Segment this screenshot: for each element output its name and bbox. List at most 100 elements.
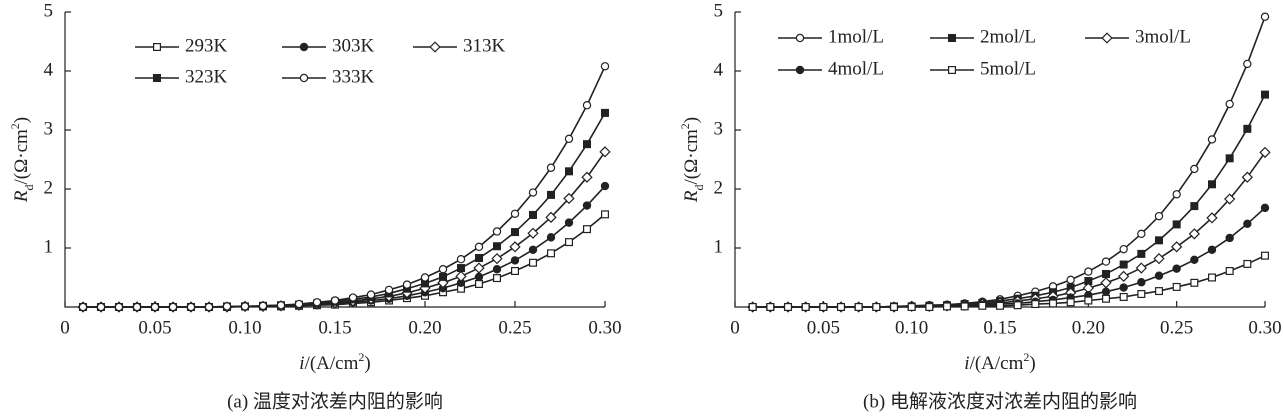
marker bbox=[1243, 219, 1252, 229]
marker bbox=[473, 262, 485, 274]
marker bbox=[96, 302, 106, 312]
marker bbox=[1172, 190, 1181, 199]
marker bbox=[1137, 229, 1146, 239]
y-axis-label-part: d bbox=[22, 184, 36, 190]
marker bbox=[1066, 298, 1075, 307]
y-axis-label-part: ) bbox=[11, 117, 32, 123]
series-line bbox=[752, 94, 1266, 308]
marker bbox=[1224, 193, 1236, 205]
marker bbox=[582, 140, 591, 149]
marker bbox=[889, 303, 898, 312]
marker bbox=[942, 302, 951, 311]
marker bbox=[600, 62, 610, 71]
marker bbox=[1225, 267, 1234, 276]
marker bbox=[1207, 245, 1217, 254]
marker bbox=[204, 302, 214, 312]
marker bbox=[528, 188, 538, 197]
caption: (a) 温度对浓差内阻的影响 bbox=[227, 390, 443, 412]
marker bbox=[312, 298, 322, 307]
marker bbox=[546, 163, 556, 172]
x-tick-label: 0.10 bbox=[895, 317, 928, 338]
y-tick-label: 4 bbox=[44, 59, 54, 80]
marker bbox=[1225, 154, 1234, 163]
marker bbox=[564, 134, 574, 144]
marker bbox=[511, 228, 520, 237]
y-tick-label: 5 bbox=[714, 0, 724, 21]
marker bbox=[474, 272, 484, 282]
legend-item: 303K bbox=[282, 35, 375, 56]
x-tick-label: 0 bbox=[60, 317, 70, 338]
marker bbox=[766, 303, 775, 312]
marker bbox=[925, 303, 934, 312]
marker bbox=[1207, 180, 1216, 189]
marker bbox=[581, 171, 593, 183]
marker bbox=[1190, 202, 1199, 211]
marker bbox=[475, 279, 484, 288]
x-tick-label: 0.30 bbox=[588, 317, 621, 338]
marker bbox=[1084, 267, 1093, 276]
x-tick-label: 0.25 bbox=[1160, 317, 1193, 338]
marker bbox=[600, 181, 610, 191]
marker bbox=[1260, 203, 1270, 213]
y-axis-label-part: ) bbox=[681, 117, 702, 123]
y-tick-label: 1 bbox=[714, 236, 724, 257]
marker bbox=[1154, 236, 1163, 245]
marker bbox=[240, 302, 250, 311]
marker bbox=[1101, 269, 1110, 278]
x-tick-label: 0.20 bbox=[408, 317, 441, 338]
marker bbox=[1101, 294, 1110, 303]
marker bbox=[1048, 299, 1057, 308]
legend-label: 2mol/L bbox=[980, 26, 1036, 47]
y-axis-label-part: d bbox=[692, 184, 706, 190]
x-tick-label: 0.20 bbox=[1072, 317, 1105, 338]
marker bbox=[1119, 283, 1128, 292]
marker bbox=[564, 218, 574, 227]
marker bbox=[493, 242, 502, 251]
legend-label: 3mol/L bbox=[1135, 26, 1191, 47]
marker bbox=[1225, 99, 1234, 109]
series-line bbox=[752, 207, 1266, 308]
y-axis-label-part: R bbox=[11, 190, 32, 203]
x-tick-label: 0.15 bbox=[983, 317, 1016, 338]
marker bbox=[748, 303, 757, 312]
marker bbox=[1190, 164, 1199, 174]
marker bbox=[492, 227, 502, 236]
marker bbox=[1118, 270, 1130, 282]
marker bbox=[528, 245, 538, 254]
legend-item: 293K bbox=[135, 35, 228, 56]
marker bbox=[1172, 264, 1181, 273]
marker bbox=[819, 303, 828, 312]
marker bbox=[1241, 171, 1253, 183]
y-axis-label: Rd/(Ω·cm2) bbox=[678, 117, 706, 203]
marker bbox=[1225, 233, 1234, 243]
marker bbox=[907, 303, 916, 312]
y-axis-label-part: /(Ω·cm bbox=[681, 129, 702, 184]
marker bbox=[1206, 212, 1218, 224]
legend-item: 3mol/L bbox=[1085, 26, 1191, 47]
marker bbox=[1243, 59, 1252, 69]
legend-item: 4mol/L bbox=[778, 58, 884, 79]
marker bbox=[1172, 220, 1181, 229]
marker bbox=[1119, 260, 1128, 269]
x-axis-label-part: /(A/cm bbox=[970, 353, 1024, 374]
marker bbox=[1137, 249, 1146, 258]
marker bbox=[1154, 211, 1164, 221]
legend-marker bbox=[153, 42, 162, 51]
legend-marker bbox=[1101, 32, 1113, 44]
legend-label: 1mol/L bbox=[828, 26, 884, 47]
legend-label: 333K bbox=[332, 66, 375, 87]
legend-label: 5mol/L bbox=[980, 58, 1036, 79]
legend-label: 293K bbox=[185, 35, 228, 56]
marker bbox=[258, 301, 268, 311]
marker bbox=[600, 108, 609, 117]
marker bbox=[438, 265, 448, 274]
legend-item: 2mol/L bbox=[930, 26, 1036, 47]
marker bbox=[1031, 300, 1040, 309]
marker bbox=[1101, 287, 1111, 296]
marker bbox=[836, 303, 845, 312]
marker bbox=[854, 303, 863, 312]
x-tick-label: 0.05 bbox=[138, 317, 171, 338]
legend-marker bbox=[947, 65, 956, 74]
marker bbox=[582, 101, 592, 110]
